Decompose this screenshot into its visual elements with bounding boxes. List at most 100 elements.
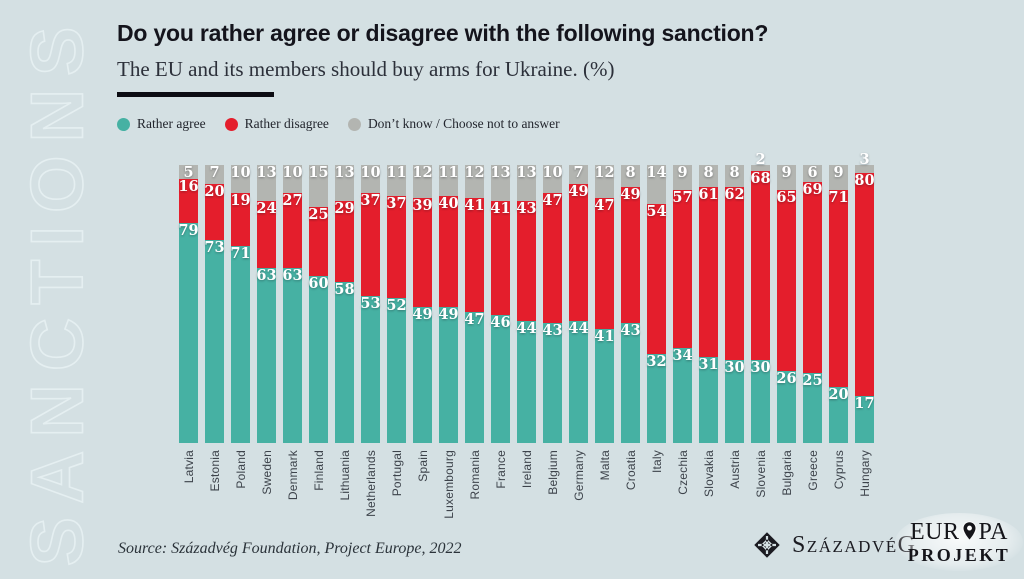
country-label: Denmark bbox=[285, 450, 300, 501]
segment-value-label: 47 bbox=[464, 311, 485, 329]
segment-disagree: 49 bbox=[620, 187, 641, 324]
chart-legend: Rather agree Rather disagree Don’t know / … bbox=[117, 116, 917, 132]
bar-portugal: 11 37 52 Portugal bbox=[386, 164, 407, 528]
segment-agree: 71 bbox=[230, 245, 251, 443]
segment-value-label: 10 bbox=[282, 164, 303, 181]
bar-bulgaria: 9 65 26 Bulgaria bbox=[776, 165, 797, 528]
segment-disagree: 37 bbox=[386, 194, 407, 299]
segment-dontknow: 12 bbox=[412, 165, 433, 199]
segment-disagree: 47 bbox=[594, 198, 615, 330]
segment-agree: 30 bbox=[750, 359, 771, 443]
segment-value-label: 37 bbox=[360, 191, 381, 209]
segment-value-label: 34 bbox=[672, 347, 693, 365]
segment-value-label: 58 bbox=[334, 280, 355, 298]
bar-france: 13 41 46 France bbox=[490, 165, 511, 528]
stacked-bar-chart: 5 16 79 Latvia 7 20 73 Estonia 10 19 71 Poland 13 24 6… bbox=[178, 152, 875, 528]
bar-belgium: 10 47 43 Belgium bbox=[542, 165, 563, 528]
segment-value-label: 3 bbox=[859, 151, 870, 168]
segment-value-label: 71 bbox=[828, 189, 849, 207]
segment-agree: 32 bbox=[646, 354, 667, 443]
stacked-bar: 9 71 20 bbox=[828, 164, 849, 443]
segment-value-label: 63 bbox=[256, 266, 277, 284]
segment-value-label: 25 bbox=[308, 205, 329, 223]
country-label: Slovenia bbox=[753, 450, 768, 498]
segment-value-label: 2 bbox=[755, 151, 766, 168]
segment-value-label: 60 bbox=[308, 275, 329, 293]
segment-value-label: 9 bbox=[677, 164, 688, 181]
bar-luxembourg: 11 40 49 Luxembourg bbox=[438, 165, 459, 528]
segment-disagree: 47 bbox=[542, 192, 563, 324]
stacked-bar: 13 24 63 bbox=[256, 165, 277, 443]
segment-value-label: 17 bbox=[854, 394, 875, 412]
segment-value-label: 53 bbox=[360, 294, 381, 312]
segment-value-label: 37 bbox=[386, 194, 407, 212]
szazadveg-diamond-icon bbox=[754, 532, 780, 558]
segment-disagree: 37 bbox=[360, 191, 381, 296]
segment-value-label: 57 bbox=[672, 189, 693, 207]
stacked-bar: 15 25 60 bbox=[308, 165, 329, 443]
segment-dontknow: 14 bbox=[646, 164, 667, 204]
bar-slovenia: 2 68 30 Slovenia bbox=[750, 152, 771, 528]
segment-value-label: 40 bbox=[438, 194, 459, 212]
segment-value-label: 7 bbox=[209, 164, 220, 181]
segment-value-label: 41 bbox=[464, 197, 485, 215]
stacked-bar: 12 39 49 bbox=[412, 165, 433, 443]
segment-dontknow: 13 bbox=[516, 165, 537, 202]
segment-disagree: 39 bbox=[412, 198, 433, 307]
stacked-bar: 10 19 71 bbox=[230, 165, 251, 443]
segment-value-label: 27 bbox=[282, 191, 303, 209]
segment-value-label: 10 bbox=[360, 164, 381, 181]
country-label: Estonia bbox=[207, 450, 222, 492]
bar-denmark: 10 27 63 Denmark bbox=[282, 164, 303, 528]
stacked-bar: 8 61 31 bbox=[698, 165, 719, 443]
segment-value-label: 31 bbox=[698, 355, 719, 373]
segment-value-label: 49 bbox=[412, 305, 433, 323]
segment-dontknow: 9 bbox=[777, 165, 796, 191]
segment-value-label: 49 bbox=[438, 305, 459, 323]
segment-agree: 47 bbox=[464, 311, 485, 443]
stacked-bar: 11 37 52 bbox=[386, 164, 407, 443]
segment-disagree: 41 bbox=[464, 197, 485, 313]
legend-dot-icon bbox=[224, 117, 238, 131]
segment-agree: 25 bbox=[802, 373, 823, 443]
bar-romania: 12 41 47 Romania bbox=[464, 165, 485, 528]
chart-subtitle: The EU and its members should buy arms f… bbox=[117, 57, 615, 81]
segment-agree: 79 bbox=[178, 223, 199, 443]
stacked-bar: 7 49 44 bbox=[568, 165, 589, 443]
segment-disagree: 80 bbox=[854, 172, 875, 396]
bar-sweden: 13 24 63 Sweden bbox=[256, 165, 277, 528]
segment-agree: 63 bbox=[256, 266, 277, 443]
segment-disagree: 68 bbox=[750, 170, 771, 360]
cloud-backdrop bbox=[895, 513, 1023, 571]
segment-value-label: 69 bbox=[802, 180, 823, 198]
segment-value-label: 63 bbox=[282, 266, 303, 284]
country-label: Czechia bbox=[675, 450, 690, 495]
country-label: Croatia bbox=[623, 450, 638, 491]
segment-value-label: 9 bbox=[833, 164, 844, 181]
segment-agree: 41 bbox=[594, 329, 615, 443]
segment-disagree: 65 bbox=[776, 190, 797, 371]
segment-value-label: 54 bbox=[646, 202, 667, 220]
segment-value-label: 49 bbox=[568, 183, 589, 201]
bar-malta: 12 47 41 Malta bbox=[594, 164, 615, 528]
segment-value-label: 12 bbox=[594, 164, 615, 181]
bar-estonia: 7 20 73 Estonia bbox=[204, 164, 225, 528]
stacked-bar: 14 54 32 bbox=[646, 164, 667, 443]
segment-value-label: 80 bbox=[854, 172, 875, 190]
legend-dot-icon bbox=[347, 117, 361, 131]
segment-value-label: 46 bbox=[490, 314, 511, 332]
segment-agree: 26 bbox=[776, 370, 797, 443]
country-label: Sweden bbox=[259, 450, 274, 495]
legend-label: Rather agree bbox=[137, 116, 206, 131]
segment-value-label: 29 bbox=[334, 200, 355, 218]
segment-value-label: 14 bbox=[646, 164, 667, 181]
europa-logo-text-left: EUR bbox=[910, 519, 960, 545]
segment-dontknow: 13 bbox=[256, 165, 277, 202]
country-label: Hungary bbox=[857, 450, 872, 497]
segment-agree: 31 bbox=[698, 355, 719, 443]
segment-disagree: 24 bbox=[256, 201, 277, 268]
segment-value-label: 11 bbox=[386, 164, 407, 181]
stacked-bar: 13 29 58 bbox=[334, 165, 355, 443]
legend-label: Rather disagree bbox=[244, 116, 329, 131]
stacked-bar: 9 57 34 bbox=[672, 164, 693, 443]
